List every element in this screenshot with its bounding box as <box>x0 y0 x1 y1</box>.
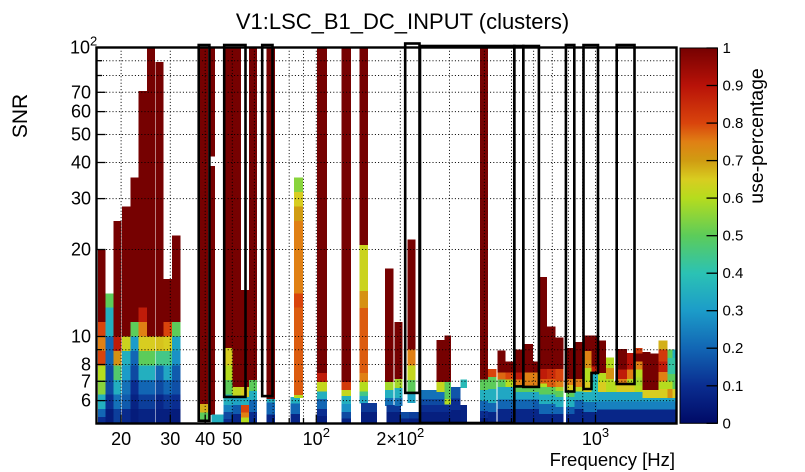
y-tick-label-10: 10 <box>71 327 91 347</box>
heatmap-cells <box>97 47 677 424</box>
colorbar-tick-label-0.3: 0.3 <box>723 303 744 320</box>
colorbar-tick-label-0.2: 0.2 <box>723 340 744 357</box>
y-tick-label-7: 7 <box>81 371 91 391</box>
x-tick-label-1000: 103 <box>582 425 609 449</box>
colorbar-ticks <box>706 47 718 424</box>
colorbar-tick-labels: 0 0.1 0.2 0.3 0.4 0.5 0.6 0.7 0.8 0.9 1 <box>723 40 744 432</box>
cluster-outlines <box>197 42 636 425</box>
x-tick-label-40: 40 <box>195 429 215 449</box>
colorbar-tick-label-0.4: 0.4 <box>723 265 744 282</box>
grid-lines <box>96 47 677 424</box>
x-tick-label-200: 2×102 <box>376 425 424 449</box>
y-tick-label-100: 102 <box>70 34 97 58</box>
x-tick-label-100: 102 <box>303 425 330 449</box>
y-tick-label-6: 6 <box>81 391 91 411</box>
colorbar-tick-label-0.5: 0.5 <box>723 228 744 245</box>
colorbar-tick-label-0: 0 <box>723 415 731 432</box>
x-tick-labels: 20 30 40 50 102 2×102 103 <box>111 425 609 449</box>
y-tick-label-70: 70 <box>71 82 91 102</box>
colorbar-tick-label-0.9: 0.9 <box>723 78 744 95</box>
y-tick-label-20: 20 <box>71 240 91 260</box>
axis-ticks <box>96 46 597 424</box>
y-tick-label-60: 60 <box>71 102 91 122</box>
y-tick-label-8: 8 <box>81 355 91 375</box>
y-tick-label-40: 40 <box>71 153 91 173</box>
x-axis-label: Frequency [Hz] <box>549 449 675 470</box>
y-tick-label-50: 50 <box>71 125 91 145</box>
y-tick-label-30: 30 <box>71 189 91 209</box>
chart-title: V1:LSC_B1_DC_INPUT (clusters) <box>235 9 570 34</box>
colorbar-tick-label-0.7: 0.7 <box>723 153 744 170</box>
colorbar-tick-label-0.6: 0.6 <box>723 190 744 207</box>
colorbar-tick-label-0.8: 0.8 <box>723 115 744 132</box>
plot-frame <box>95 46 678 425</box>
x-tick-label-50: 50 <box>222 429 242 449</box>
colorbar-label: use-percentage <box>746 68 768 204</box>
x-tick-label-30: 30 <box>160 429 180 449</box>
x-tick-label-20: 20 <box>111 429 131 449</box>
colorbar-tick-label-1: 1 <box>723 40 731 57</box>
colorbar-tick-label-0.1: 0.1 <box>723 378 744 395</box>
